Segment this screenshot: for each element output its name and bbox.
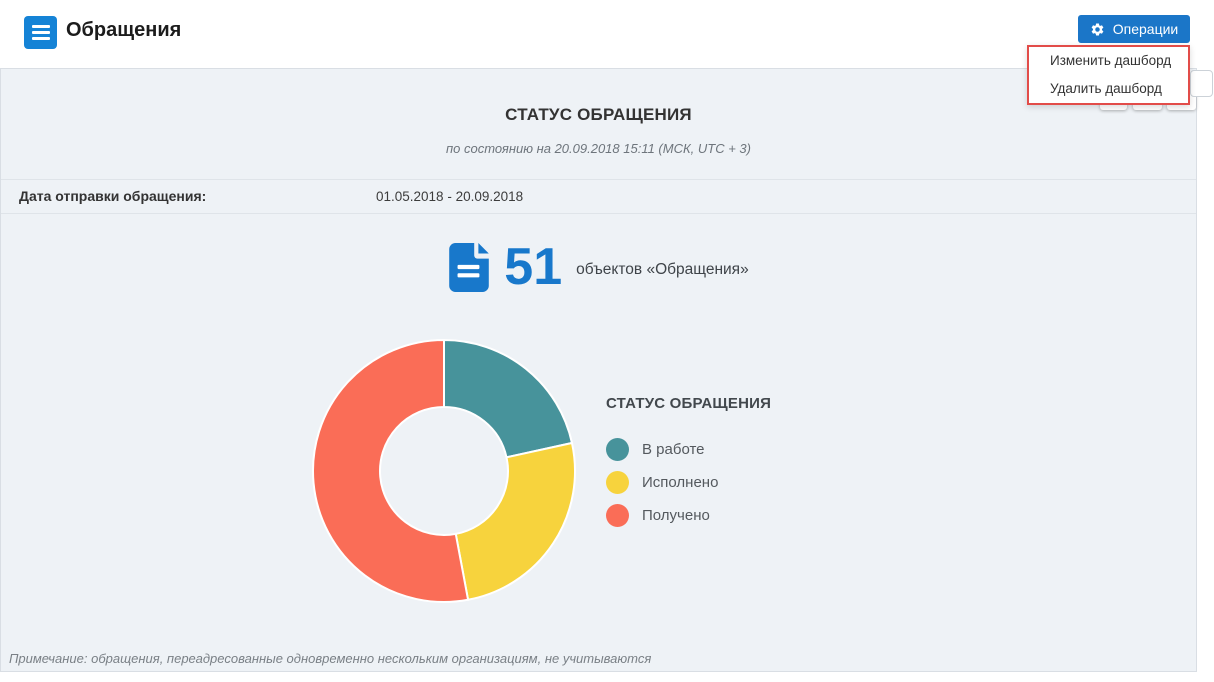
status-widget-panel: СТАТУС ОБРАЩЕНИЯ по состоянию на 20.09.2… xyxy=(0,68,1197,672)
filter-label: Дата отправки обращения: xyxy=(19,188,207,204)
operations-button-label: Операции xyxy=(1112,21,1179,37)
donut-slice-0[interactable] xyxy=(443,338,574,459)
top-bar: Обращения Операции xyxy=(0,0,1214,68)
filter-row: Дата отправки обращения: 01.05.2018 - 20… xyxy=(1,179,1196,214)
gear-icon xyxy=(1091,23,1104,35)
legend-dot-received xyxy=(606,504,629,527)
total-objects-stat: 51 объектов «Обращения» xyxy=(1,241,1196,293)
widget-footnote: Примечание: обращения, переадресованные … xyxy=(9,651,652,666)
menu-item-delete-dashboard[interactable]: Удалить дашборд xyxy=(1029,75,1188,103)
legend-item-completed[interactable]: Исполнено xyxy=(606,471,771,494)
legend-title: СТАТУС ОБРАЩЕНИЯ xyxy=(606,395,772,412)
document-icon xyxy=(449,243,490,292)
donut-slice-2[interactable] xyxy=(312,338,470,603)
widget-subtitle: по состоянию на 20.09.2018 15:11 (МСК, U… xyxy=(446,141,751,156)
legend-item-in-progress[interactable]: В работе xyxy=(606,438,771,461)
operations-dropdown: Изменить дашборд Удалить дашборд xyxy=(1027,45,1190,105)
menu-button[interactable] xyxy=(24,16,57,49)
donut-slice-1[interactable] xyxy=(454,441,576,601)
widget-corner-button[interactable] xyxy=(1190,70,1213,97)
filter-date-range: 01.05.2018 - 20.09.2018 xyxy=(376,189,524,204)
page-title: Обращения xyxy=(66,19,182,41)
legend-item-received[interactable]: Получено xyxy=(606,504,771,527)
chart-legend: СТАТУС ОБРАЩЕНИЯ В работе Исполнено Полу… xyxy=(606,395,771,537)
widget-title: СТАТУС ОБРАЩЕНИЯ xyxy=(505,105,692,124)
menu-item-edit-dashboard[interactable]: Изменить дашборд xyxy=(1029,47,1188,75)
operations-button[interactable]: Операции xyxy=(1078,15,1190,43)
legend-dot-completed xyxy=(606,471,629,494)
total-count-label: объектов «Обращения» xyxy=(576,261,749,278)
status-donut-chart[interactable] xyxy=(310,337,578,605)
total-count: 51 xyxy=(504,238,563,296)
hamburger-icon xyxy=(31,25,50,28)
legend-dot-in-progress xyxy=(606,438,629,461)
